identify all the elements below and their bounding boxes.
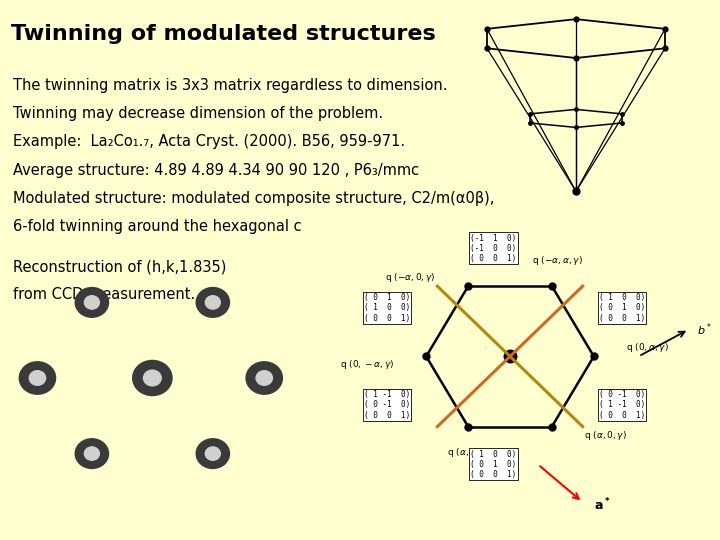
Text: from CCD measurement.: from CCD measurement. [13,287,195,302]
Circle shape [196,287,230,317]
Text: Modulated structure: modulated composite structure, C2/m(α0β),: Modulated structure: modulated composite… [13,191,495,206]
Text: (-1  1  0)
(-1  0  0)
( 0  0  1): (-1 1 0) (-1 0 0) ( 0 0 1) [470,233,516,264]
Text: ( 1  0  0)
( 0  1  0)
( 0  0  1): ( 1 0 0) ( 0 1 0) ( 0 0 1) [470,449,516,480]
Text: Twinning of modulated structures: Twinning of modulated structures [11,24,436,44]
Text: $\mathbf{a^*}$: $\mathbf{a^*}$ [594,497,611,513]
Text: The twinning matrix is 3x3 matrix regardless to dimension.: The twinning matrix is 3x3 matrix regard… [13,78,447,93]
Circle shape [84,296,99,309]
Text: Example:  La₂Co₁.₇, Acta Cryst. (2000). B56, 959-971.: Example: La₂Co₁.₇, Acta Cryst. (2000). B… [13,134,405,150]
Circle shape [30,370,45,386]
Text: q $(\alpha,0,\gamma)$: q $(\alpha,0,\gamma)$ [584,429,627,442]
Text: ( 0  1  0)
( 1  0  0)
( 0  0  1): ( 0 1 0) ( 1 0 0) ( 0 0 1) [364,293,410,323]
Text: Average structure: 4.89 4.89 4.34 90 90 120 , P6₃/mmc: Average structure: 4.89 4.89 4.34 90 90 … [13,163,419,178]
Text: ( 1 -1  0)
( 0 -1  0)
( 0  0  1): ( 1 -1 0) ( 0 -1 0) ( 0 0 1) [364,390,410,420]
Circle shape [196,438,230,468]
Text: q $(0,-\alpha,\gamma)$: q $(0,-\alpha,\gamma)$ [340,359,394,372]
Circle shape [256,370,272,386]
Text: $b^*$: $b^*$ [697,321,712,338]
Circle shape [76,438,109,468]
Text: 6-fold twinning around the hexagonal c: 6-fold twinning around the hexagonal c [13,219,302,234]
Text: Reconstruction of (h,k,1.835): Reconstruction of (h,k,1.835) [13,259,226,274]
Circle shape [19,362,55,394]
Text: ( 0 -1  0)
( 1 -1  0)
( 0  0  1): ( 0 -1 0) ( 1 -1 0) ( 0 0 1) [598,390,645,420]
Circle shape [143,370,161,386]
Circle shape [205,447,220,460]
Text: ( 1  0  0)
( 0  1  0)
( 0  0  1): ( 1 0 0) ( 0 1 0) ( 0 0 1) [598,293,645,323]
Circle shape [132,361,172,395]
Circle shape [205,296,220,309]
Circle shape [84,447,99,460]
Circle shape [246,362,282,394]
Text: Twinning may decrease dimension of the problem.: Twinning may decrease dimension of the p… [13,106,383,122]
Text: q $(0,\alpha,\gamma)$: q $(0,\alpha,\gamma)$ [626,341,669,354]
Text: q $(-\alpha,\alpha,\gamma)$: q $(-\alpha,\alpha,\gamma)$ [532,254,583,267]
Circle shape [76,287,109,317]
Text: q $(\alpha,-\alpha,\gamma)$: q $(\alpha,-\alpha,\gamma)$ [447,446,501,458]
Text: q $(-\alpha,0,\gamma)$: q $(-\alpha,0,\gamma)$ [385,271,436,284]
